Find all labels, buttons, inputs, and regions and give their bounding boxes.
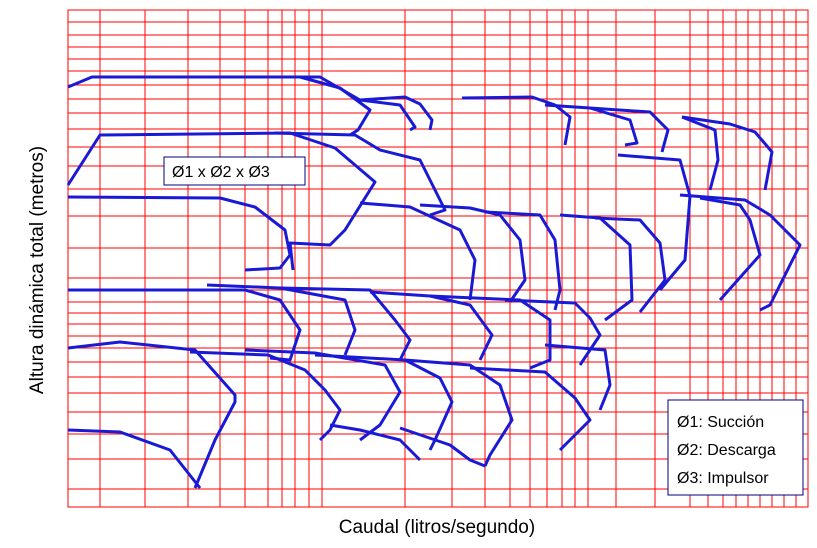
pump-curve-11 <box>274 131 447 217</box>
pump-curve-27 <box>189 350 342 442</box>
pump-curve-34 <box>329 423 422 462</box>
pump-curve-18 <box>679 193 802 312</box>
pump-curves <box>66 75 802 489</box>
pump-curve-19 <box>699 196 762 301</box>
pump-curve-25 <box>504 298 602 366</box>
pump-curve-3 <box>359 95 434 131</box>
pump-curve-15 <box>559 213 634 322</box>
y-axis-label: Altura dinámica total (metros) <box>27 146 48 394</box>
pump-curve-33 <box>67 428 202 489</box>
pump-curve-28 <box>244 348 402 442</box>
pump-curve-22 <box>279 286 412 361</box>
legend-item-2: Ø2: Descarga <box>677 442 776 459</box>
x-axis-label: Caudal (litros/segundo) <box>339 517 535 538</box>
pump-curve-9 <box>66 131 377 271</box>
pump-curve-7 <box>681 115 774 191</box>
pump-curve-26 <box>67 340 237 489</box>
pump-curve-20 <box>68 288 302 362</box>
pump-curve-8 <box>681 115 720 191</box>
pump-curve-5 <box>544 103 639 147</box>
pump-curve-21 <box>206 283 357 356</box>
pump-curve-31 <box>469 366 592 452</box>
pump-curve-14 <box>484 210 562 311</box>
pump-curve-23 <box>369 290 494 361</box>
pump-curve-2 <box>92 75 417 132</box>
diameter-label: Ø1 x Ø2 x Ø3 <box>172 164 270 181</box>
pump-curve-32 <box>544 343 612 411</box>
legend-item-3: Ø3: Impulsor <box>677 470 769 487</box>
legend: Ø1: Succión Ø2: Descarga Ø3: Impulsor <box>667 399 804 496</box>
diameter-label-box: Ø1 x Ø2 x Ø3 <box>163 156 306 186</box>
pump-curve-13 <box>419 203 527 303</box>
pump-curve-29 <box>314 353 454 451</box>
legend-item-1: Ø1: Succión <box>677 414 764 431</box>
pump-curve-35 <box>399 426 486 468</box>
pump-curve-16 <box>594 216 667 313</box>
pump-curve-30 <box>404 358 514 467</box>
pump-curve-24 <box>429 294 552 370</box>
pump-curve-6 <box>589 106 670 153</box>
pump-curve-12 <box>359 201 477 301</box>
grid <box>67 9 809 508</box>
pump-curve-10 <box>67 195 292 272</box>
